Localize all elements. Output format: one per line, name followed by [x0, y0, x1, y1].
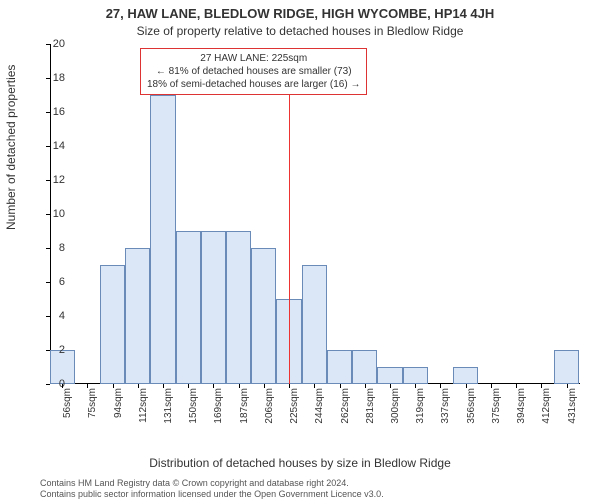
histogram-bar	[554, 350, 579, 384]
x-tick-label: 431sqm	[567, 388, 578, 428]
title-main: 27, HAW LANE, BLEDLOW RIDGE, HIGH WYCOMB…	[0, 6, 600, 21]
x-tick-label: 281sqm	[365, 388, 376, 428]
histogram-bar	[150, 95, 175, 384]
x-tick-label: 75sqm	[87, 388, 98, 428]
histogram-bar	[352, 350, 377, 384]
annotation-line1: 27 HAW LANE: 225sqm	[147, 52, 360, 65]
x-tick-label: 225sqm	[289, 388, 300, 428]
y-tick-label: 10	[41, 208, 65, 220]
histogram-bar	[251, 248, 276, 384]
footer-line1: Contains HM Land Registry data © Crown c…	[40, 478, 384, 489]
histogram-bar	[226, 231, 251, 384]
y-tick-label: 14	[41, 140, 65, 152]
y-tick-label: 4	[41, 310, 65, 322]
x-tick-label: 131sqm	[163, 388, 174, 428]
y-tick-label: 12	[41, 174, 65, 186]
x-tick-label: 394sqm	[516, 388, 527, 428]
y-tick-label: 18	[41, 72, 65, 84]
x-tick-label: 356sqm	[466, 388, 477, 428]
y-tick-label: 8	[41, 242, 65, 254]
x-tick-label: 56sqm	[62, 388, 73, 428]
x-tick-label: 300sqm	[390, 388, 401, 428]
x-tick-label: 244sqm	[314, 388, 325, 428]
annotation-line2: ← 81% of detached houses are smaller (73…	[147, 65, 360, 78]
histogram-bar	[302, 265, 327, 384]
histogram-bar	[176, 231, 201, 384]
x-tick-label: 112sqm	[138, 388, 149, 428]
y-axis-label: Number of detached properties	[4, 65, 18, 230]
x-tick-label: 206sqm	[264, 388, 275, 428]
x-tick-label: 94sqm	[113, 388, 124, 428]
histogram-bar	[201, 231, 226, 384]
y-tick-label: 20	[41, 38, 65, 50]
x-tick-label: 319sqm	[415, 388, 426, 428]
x-tick-label: 150sqm	[188, 388, 199, 428]
x-axis-label: Distribution of detached houses by size …	[0, 456, 600, 470]
x-tick-label: 375sqm	[491, 388, 502, 428]
histogram-bar	[125, 248, 150, 384]
x-tick-label: 337sqm	[440, 388, 451, 428]
histogram-bar	[327, 350, 352, 384]
x-tick-label: 262sqm	[340, 388, 351, 428]
histogram-bar	[100, 265, 125, 384]
annotation-box: 27 HAW LANE: 225sqm← 81% of detached hou…	[140, 48, 367, 95]
footer-line2: Contains public sector information licen…	[40, 489, 384, 500]
y-tick-label: 6	[41, 276, 65, 288]
x-tick-label: 169sqm	[213, 388, 224, 428]
x-tick-label: 412sqm	[541, 388, 552, 428]
histogram-bar	[377, 367, 402, 384]
histogram-bar	[403, 367, 428, 384]
annotation-line3: 18% of semi-detached houses are larger (…	[147, 78, 360, 91]
y-tick-label: 16	[41, 106, 65, 118]
chart-container: 27, HAW LANE, BLEDLOW RIDGE, HIGH WYCOMB…	[0, 0, 600, 500]
title-sub: Size of property relative to detached ho…	[0, 24, 600, 38]
plot-area: 27 HAW LANE: 225sqm← 81% of detached hou…	[50, 44, 580, 384]
histogram-bar	[453, 367, 478, 384]
reference-marker-line	[289, 86, 290, 384]
y-tick-label: 2	[41, 344, 65, 356]
x-tick-label: 187sqm	[239, 388, 250, 428]
footer-attribution: Contains HM Land Registry data © Crown c…	[40, 478, 384, 500]
